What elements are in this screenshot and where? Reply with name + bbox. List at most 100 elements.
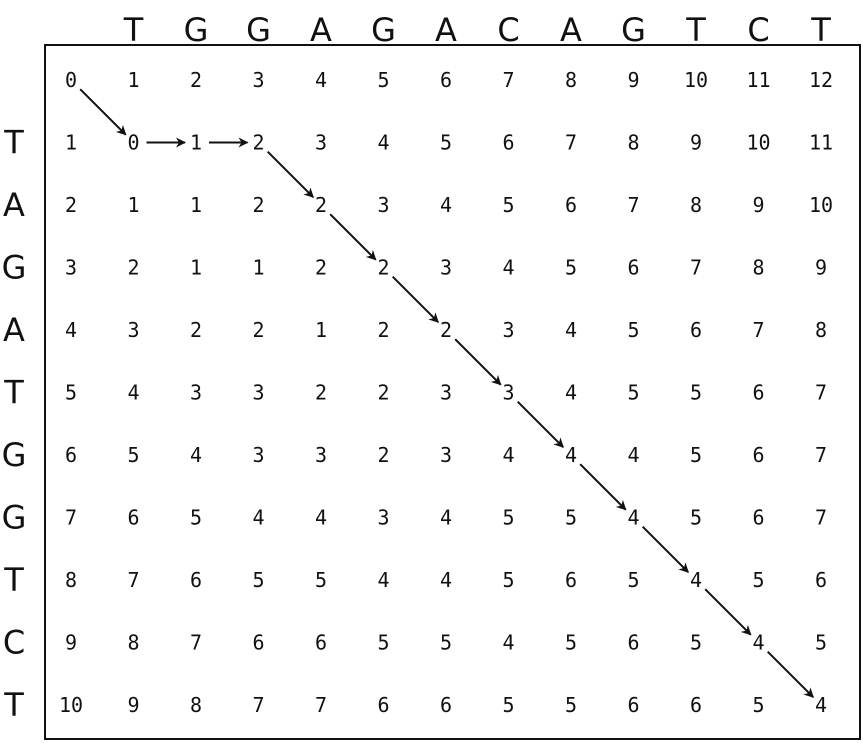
matrix-cell: 5 [565, 256, 577, 280]
matrix-cell: 6 [690, 318, 702, 342]
matrix-cell: 7 [627, 193, 639, 217]
matrix-cell: 2 [377, 443, 389, 467]
matrix-cell: 5 [752, 568, 764, 592]
matrix-cell: 5 [565, 506, 577, 530]
matrix-cell: 8 [815, 318, 827, 342]
matrix-cell: 6 [502, 131, 514, 155]
left-letter: A [3, 311, 25, 349]
matrix-cell: 6 [315, 631, 327, 655]
matrix-cell: 2 [377, 318, 389, 342]
matrix-cell: 10 [809, 193, 833, 217]
matrix-cell: 5 [315, 568, 327, 592]
matrix-cell: 2 [127, 256, 139, 280]
path-arrow [516, 400, 564, 448]
matrix-cell: 7 [815, 381, 827, 405]
matrix-cell: 6 [190, 568, 202, 592]
top-letter: A [435, 11, 457, 49]
matrix-cell: 7 [65, 506, 77, 530]
matrix-cell: 7 [690, 256, 702, 280]
matrix-cell: 4 [502, 256, 514, 280]
matrix-cell: 4 [377, 568, 389, 592]
matrix-cell: 5 [565, 631, 577, 655]
matrix-cell: 11 [746, 68, 770, 92]
path-arrow [266, 150, 314, 198]
path-arrow [391, 275, 439, 323]
matrix-cell: 9 [127, 693, 139, 717]
matrix-cell: 5 [440, 131, 452, 155]
matrix-cell: 8 [127, 631, 139, 655]
matrix-cell: 6 [65, 443, 77, 467]
matrix-cell: 10 [59, 693, 83, 717]
matrix-cell: 1 [127, 68, 139, 92]
top-letter: G [184, 11, 209, 49]
matrix-cells: 0 1 2 3 4 5 6 7 8 9 10 11 121 0 1 2 3 4 5 6 7 8 9 10 112 1 1 2 2 3 4 5 6… [59, 68, 833, 717]
matrix-cell: 1 [252, 256, 264, 280]
top-letter: A [310, 11, 332, 49]
matrix-cell: 9 [690, 131, 702, 155]
matrix-cell: 6 [690, 693, 702, 717]
matrix-cell: 5 [190, 506, 202, 530]
matrix-cell: 4 [627, 506, 639, 530]
matrix-cell: 5 [65, 381, 77, 405]
matrix-cell: 2 [315, 193, 327, 217]
matrix-cell: 5 [690, 631, 702, 655]
matrix-cell: 5 [440, 631, 452, 655]
left-letter: T [3, 561, 24, 599]
matrix-cell: 2 [252, 131, 264, 155]
matrix-frame [44, 44, 861, 740]
left-letter: G [2, 249, 27, 287]
path-arrow [454, 338, 502, 386]
matrix-cell: 8 [190, 693, 202, 717]
matrix-cell: 10 [684, 68, 708, 92]
matrix-cell: 3 [502, 318, 514, 342]
matrix-cell: 3 [315, 131, 327, 155]
matrix-cell: 4 [565, 381, 577, 405]
matrix-cell: 6 [127, 506, 139, 530]
matrix-cell: 5 [627, 318, 639, 342]
matrix-cell: 2 [315, 381, 327, 405]
matrix-cell: 5 [502, 193, 514, 217]
matrix-cell: 2 [190, 68, 202, 92]
matrix-cell: 7 [190, 631, 202, 655]
matrix-cell: 6 [627, 693, 639, 717]
matrix-cell: 2 [377, 381, 389, 405]
matrix-cell: 5 [565, 693, 577, 717]
matrix-cell: 11 [809, 131, 833, 155]
matrix-cell: 9 [815, 256, 827, 280]
matrix-cell: 4 [190, 443, 202, 467]
matrix-cell: 7 [565, 131, 577, 155]
matrix-cell: 4 [752, 631, 764, 655]
matrix-cell: 5 [815, 631, 827, 655]
matrix-cell: 3 [502, 381, 514, 405]
matrix-cell: 6 [752, 506, 764, 530]
matrix-cell: 2 [252, 193, 264, 217]
matrix-cell: 4 [690, 568, 702, 592]
matrix-cell: 5 [502, 693, 514, 717]
matrix-cell: 0 [65, 68, 77, 92]
matrix-cell: 7 [127, 568, 139, 592]
left-letter: G [2, 499, 27, 537]
matrix-cell: 2 [440, 318, 452, 342]
matrix-cell: 9 [627, 68, 639, 92]
matrix-cell: 6 [815, 568, 827, 592]
matrix-cell: 3 [252, 381, 264, 405]
matrix-cell: 5 [690, 381, 702, 405]
top-letter: G [246, 11, 271, 49]
path-arrow [79, 88, 127, 136]
matrix-cell: 3 [65, 256, 77, 280]
matrix-cell: 6 [627, 631, 639, 655]
matrix-cell: 7 [815, 443, 827, 467]
matrix-cell: 4 [65, 318, 77, 342]
matrix-cell: 6 [627, 256, 639, 280]
left-letter: T [3, 124, 24, 162]
matrix-cell: 3 [252, 443, 264, 467]
matrix-cell: 3 [377, 506, 389, 530]
top-letter: T [810, 11, 831, 49]
top-letter: T [685, 11, 706, 49]
matrix-cell: 5 [377, 68, 389, 92]
matrix-cell: 5 [627, 568, 639, 592]
matrix-cell: 4 [502, 443, 514, 467]
